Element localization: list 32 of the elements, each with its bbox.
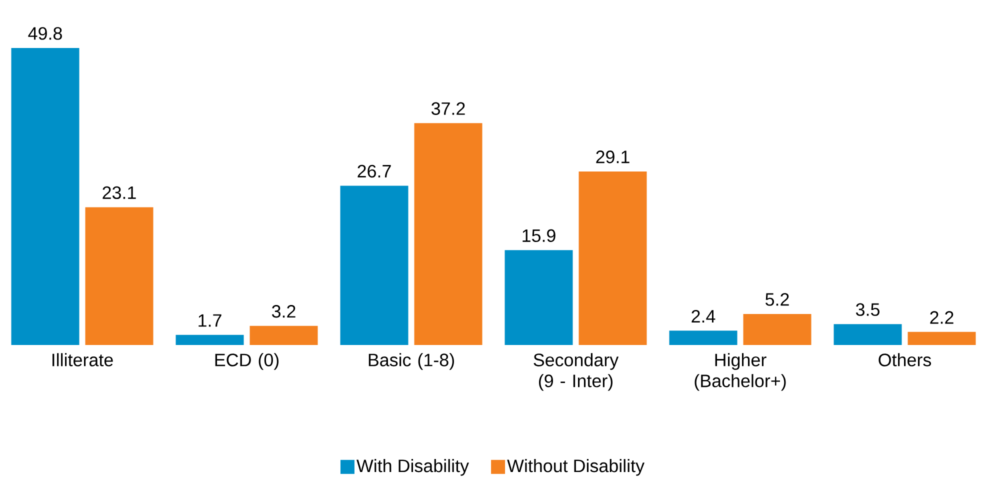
x-tick-label: ECD (0) (215, 353, 279, 370)
data-label: 29.1 (596, 150, 630, 164)
data-label: 2.2 (930, 311, 954, 324)
bar (11, 48, 80, 345)
x-tick-label: Others (878, 353, 932, 366)
data-label: 26.7 (358, 164, 391, 178)
bar (504, 250, 573, 345)
data-label: 1.7 (198, 314, 222, 327)
data-label: 23.1 (102, 186, 136, 200)
data-label: 3.2 (272, 305, 296, 318)
bar (176, 334, 244, 345)
bar (250, 326, 318, 345)
bar (340, 186, 408, 345)
bar (908, 332, 976, 345)
bar (669, 330, 738, 345)
data-label: 37.2 (431, 102, 465, 115)
data-label: 49.8 (28, 27, 62, 40)
bar (414, 123, 482, 345)
x-tick-label: Basic (1-8) (368, 353, 454, 370)
legend-label: With Disability (356, 459, 469, 476)
data-label: 3.5 (856, 303, 880, 316)
data-label: 15.9 (522, 229, 556, 242)
bar (834, 324, 902, 345)
data-label: 5.2 (766, 293, 789, 306)
data-label: 2.4 (692, 310, 716, 322)
x-tick-label: Higher (Bachelor+) (694, 353, 786, 391)
bar (743, 314, 812, 345)
x-tick-label: Illiterate (52, 353, 113, 366)
x-tick-label: Secondary (9 - Inter) (534, 353, 619, 391)
bar (85, 207, 154, 345)
bar (578, 171, 647, 345)
legend-label: Without Disability (507, 459, 644, 476)
